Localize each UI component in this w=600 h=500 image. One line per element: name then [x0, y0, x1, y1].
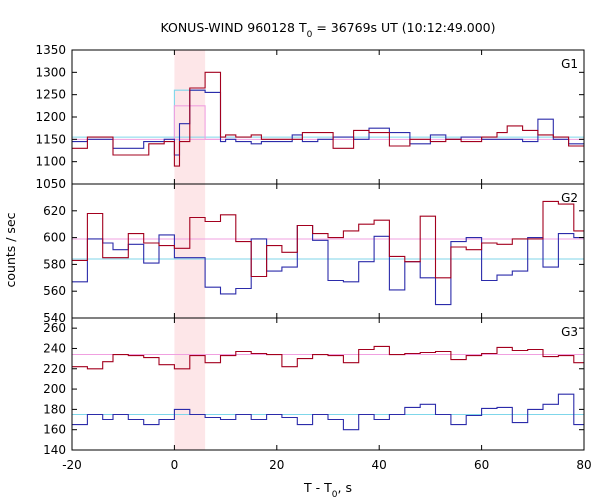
y-tick-label: 560: [43, 284, 66, 298]
series-red-g1: [72, 71, 584, 167]
y-axis-label: counts / sec: [3, 212, 18, 287]
data-layer: [72, 71, 584, 431]
series-blue-g3: [72, 393, 584, 431]
panel-frame-g1: [71, 49, 585, 185]
y-tick-label: 540: [43, 311, 66, 325]
series-red-g3: [72, 345, 584, 370]
y-tick-label: 240: [43, 341, 66, 355]
x-tick-label: 80: [576, 458, 591, 472]
chart-title: KONUS-WIND 960128 T0 = 36769s UT (10:12:…: [160, 20, 495, 40]
y-tick-label: 1350: [35, 43, 66, 57]
chart-title-part: = 36769s UT (10:12:49.000): [312, 20, 495, 35]
x-axis-label-part: T - T: [303, 480, 332, 495]
x-axis-label-part: , s: [338, 480, 352, 495]
x-tick-label: 0: [171, 458, 179, 472]
y-tick-label: 200: [43, 382, 66, 396]
x-tick-label: 60: [474, 458, 489, 472]
x-tick-label: -20: [62, 458, 82, 472]
panel-label-g3: G3: [561, 325, 578, 339]
y-tick-label: 1100: [35, 155, 66, 169]
y-tick-label: 260: [43, 321, 66, 335]
x-axis-label-part: 0: [332, 490, 338, 500]
y-tick-label: 620: [43, 204, 66, 218]
x-tick-label: 20: [269, 458, 284, 472]
y-tick-label: 1300: [35, 65, 66, 79]
y-tick-label: 1050: [35, 177, 66, 191]
frame-layer: [71, 49, 585, 451]
y-tick-label: 600: [43, 231, 66, 245]
series-red-g2: [72, 200, 584, 279]
y-tick-label: 1250: [35, 88, 66, 102]
text-layer: 1050 1100 1150 1200 1250 1300 1350 G1 540 560 580 6…: [3, 20, 592, 500]
x-tick-label: 40: [372, 458, 387, 472]
chart-title-part: 0: [307, 30, 313, 40]
y-tick-label: 220: [43, 362, 66, 376]
y-tick-label: 1200: [35, 110, 66, 124]
chart-title-part: KONUS-WIND 960128 T: [160, 20, 306, 35]
y-tick-label: 140: [43, 443, 66, 457]
panel-frame-g3: [71, 317, 585, 451]
y-tick-label: 180: [43, 402, 66, 416]
y-tick-label: 1150: [35, 132, 66, 146]
y-tick-label: 580: [43, 257, 66, 271]
x-axis-label: T - T0, s: [303, 480, 352, 500]
series-blue-g2: [72, 224, 584, 306]
panel-label-g2: G2: [561, 191, 578, 205]
panel-label-g1: G1: [561, 57, 578, 71]
y-tick-label: 160: [43, 423, 66, 437]
